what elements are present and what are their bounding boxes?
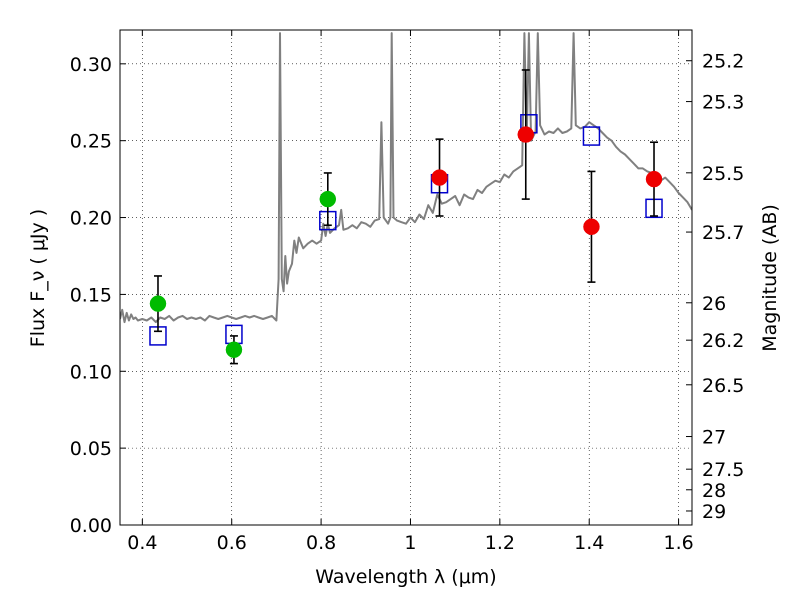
right-tick-label: 25.7 — [702, 222, 744, 244]
right-tick-label: 25.2 — [702, 51, 744, 73]
x-tick-label: 0.4 — [127, 532, 157, 554]
right-tick-label: 29 — [702, 501, 726, 523]
green-data-point — [225, 341, 243, 359]
observed-points-series — [149, 126, 663, 359]
right-tick-label: 26.2 — [702, 330, 744, 352]
x-tick-label: 1.6 — [663, 532, 693, 554]
x-axis-ticks: 0.4 0.6 0.8 1 1.2 1.4 1.6 — [127, 30, 694, 554]
x-tick-label: 0.8 — [306, 532, 336, 554]
right-tick-label: 26 — [702, 293, 726, 315]
y-tick-label: 0.05 — [70, 438, 112, 460]
red-data-point — [645, 170, 663, 188]
right-tick-label: 26.5 — [702, 375, 744, 397]
y-tick-label: 0.25 — [70, 131, 112, 153]
green-data-point — [149, 295, 167, 312]
right-tick-label: 27 — [702, 427, 726, 449]
model-square-marker — [582, 126, 601, 146]
x-axis-label: Wavelength λ (μm) — [315, 566, 496, 588]
right-tick-label: 25.3 — [702, 92, 744, 114]
right-tick-label: 27.5 — [702, 459, 744, 481]
y-tick-label: 0.10 — [70, 361, 112, 383]
y-axis-ticks: 0.00 0.05 0.10 0.15 0.20 0.25 0.30 — [70, 54, 126, 537]
y-tick-label: 0.00 — [70, 515, 112, 537]
x-tick-label: 1.4 — [574, 532, 604, 554]
x-tick-label: 0.6 — [217, 532, 247, 554]
red-data-point — [583, 218, 600, 236]
green-data-point — [319, 190, 337, 208]
x-tick-label: 1 — [404, 532, 416, 554]
plot-frame — [119, 29, 693, 526]
y-axis-label: Flux F_ν ( μJy ) — [27, 209, 49, 347]
spectrum-series — [120, 32, 692, 324]
y-tick-label: 0.20 — [70, 208, 112, 230]
plot-area — [120, 32, 692, 365]
spectrum-line — [120, 32, 692, 324]
x-tick-label: 1.2 — [485, 532, 515, 554]
errorbars — [153, 69, 659, 365]
grid-lines — [120, 30, 692, 525]
y-tick-label: 0.15 — [70, 284, 112, 306]
right-axis-label: Magnitude (AB) — [759, 204, 781, 352]
red-data-point — [517, 126, 535, 143]
right-tick-label: 28 — [702, 480, 726, 502]
y-tick-label: 0.30 — [70, 54, 112, 76]
right-tick-label: 25.5 — [702, 163, 744, 185]
red-data-point — [431, 169, 448, 186]
